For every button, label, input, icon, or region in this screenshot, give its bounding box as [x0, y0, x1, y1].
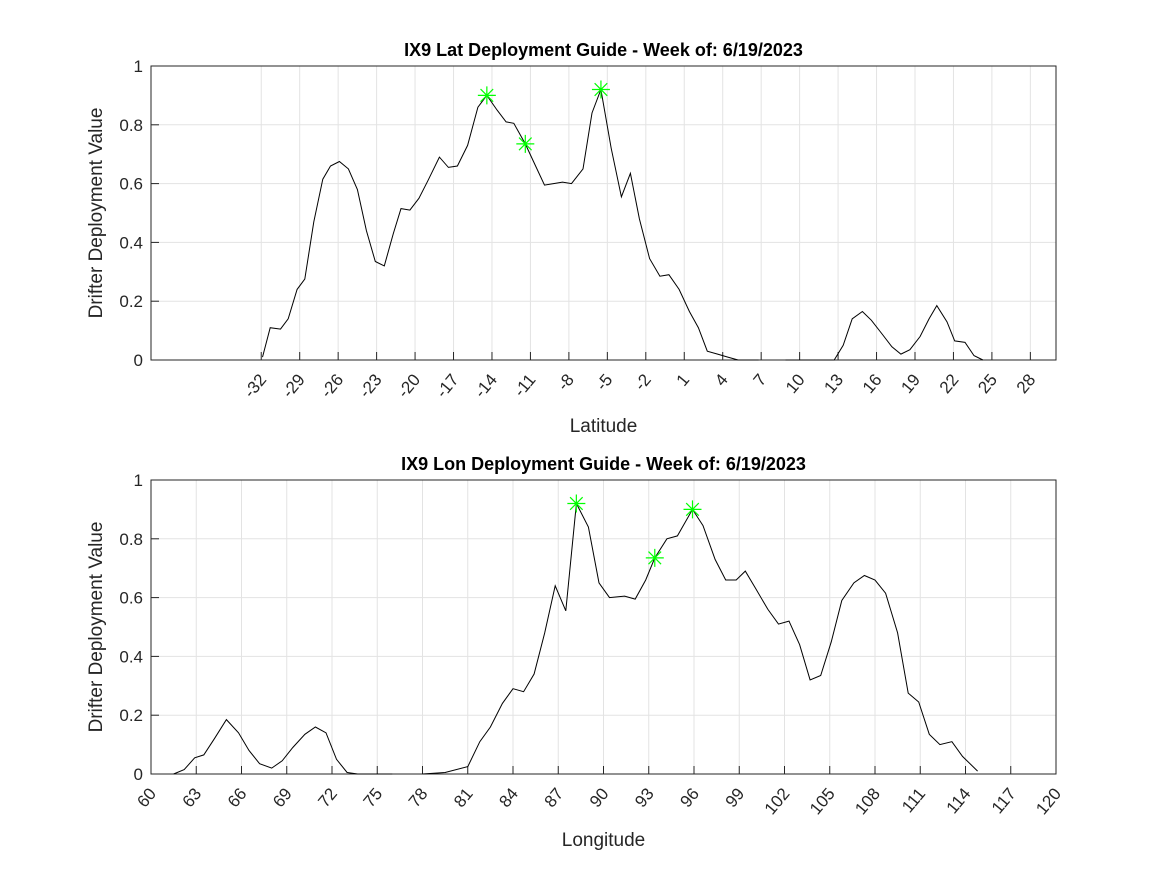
data-line [173, 501, 978, 775]
x-tick-label: -17 [432, 370, 462, 401]
x-tick-label: 66 [224, 784, 251, 811]
y-tick-label: 0.8 [119, 530, 143, 549]
x-tick-label: -2 [631, 370, 655, 394]
highlight-star [567, 494, 586, 513]
x-tick-label: 108 [851, 784, 884, 818]
axes-box [150, 479, 1057, 775]
x-tick-label: 111 [898, 784, 929, 816]
x-tick-label: 63 [179, 784, 206, 811]
x-tick-label: 120 [1032, 784, 1065, 818]
x-tick-label: 69 [269, 784, 296, 811]
y-tick-label: 0.8 [119, 116, 143, 135]
x-tick-label: 117 [988, 784, 1020, 817]
highlight-star [591, 80, 610, 99]
y-tick-label: 1 [134, 471, 143, 490]
x-axis-label: Latitude [570, 416, 638, 437]
x-tick-label: 105 [806, 784, 839, 818]
axes-box [150, 65, 1057, 361]
y-tick-label: 1 [134, 57, 143, 76]
y-tick-label: 0.2 [119, 292, 143, 311]
highlight-star [683, 500, 702, 519]
x-tick-label: -5 [592, 370, 616, 394]
highlight-star [477, 86, 496, 105]
x-axis-label: Longitude [562, 830, 645, 851]
x-tick-label: -11 [510, 370, 540, 400]
x-tick-label: 1 [673, 370, 694, 389]
x-tick-label: 60 [133, 784, 160, 811]
x-tick-label: 4 [711, 370, 732, 389]
x-tick-label: -29 [278, 370, 308, 401]
y-tick-label: 0.6 [119, 589, 143, 608]
x-tick-label: 7 [750, 370, 771, 389]
x-tick-label: 87 [541, 784, 568, 811]
highlight-star [645, 548, 664, 567]
y-tick-label: 0 [134, 351, 143, 370]
data-line [262, 87, 984, 361]
y-axis-label: Drifter Deployment Value [86, 522, 107, 733]
x-tick-label: 13 [820, 370, 847, 397]
x-tick-label: 25 [974, 370, 1001, 397]
x-tick-label: 81 [450, 784, 477, 811]
chart-title: IX9 Lon Deployment Guide - Week of: 6/19… [401, 454, 806, 474]
x-tick-label: 28 [1013, 370, 1040, 397]
x-tick-label: 19 [897, 370, 924, 397]
x-tick-label: 99 [722, 784, 749, 811]
y-tick-label: 0 [134, 765, 143, 784]
x-tick-label: 114 [943, 784, 975, 817]
x-tick-label: 72 [314, 784, 341, 811]
x-tick-label: 93 [631, 784, 658, 811]
y-tick-label: 0.6 [119, 175, 143, 194]
x-tick-label: -14 [471, 370, 501, 401]
x-tick-label: 102 [761, 784, 794, 818]
y-axis-label: Drifter Deployment Value [86, 108, 107, 319]
x-tick-label: 78 [405, 784, 432, 811]
x-tick-label: -8 [554, 370, 578, 394]
x-tick-label: 75 [360, 784, 387, 811]
y-tick-label: 0.2 [119, 706, 143, 725]
x-tick-label: -32 [240, 370, 270, 401]
x-tick-label: 84 [495, 784, 522, 811]
x-tick-label: 16 [859, 370, 886, 397]
x-tick-label: 22 [936, 370, 963, 397]
x-tick-label: -26 [317, 370, 347, 401]
y-tick-label: 0.4 [119, 647, 143, 666]
x-tick-label: 96 [676, 784, 703, 811]
x-tick-label: 10 [782, 370, 809, 397]
highlight-star [516, 134, 535, 153]
y-tick-label: 0.4 [119, 233, 143, 252]
x-tick-label: -23 [355, 370, 385, 401]
axes-background [151, 66, 1056, 360]
x-tick-label: -20 [394, 370, 424, 401]
x-tick-label: 90 [586, 784, 613, 811]
chart-title: IX9 Lat Deployment Guide - Week of: 6/19… [404, 40, 803, 60]
